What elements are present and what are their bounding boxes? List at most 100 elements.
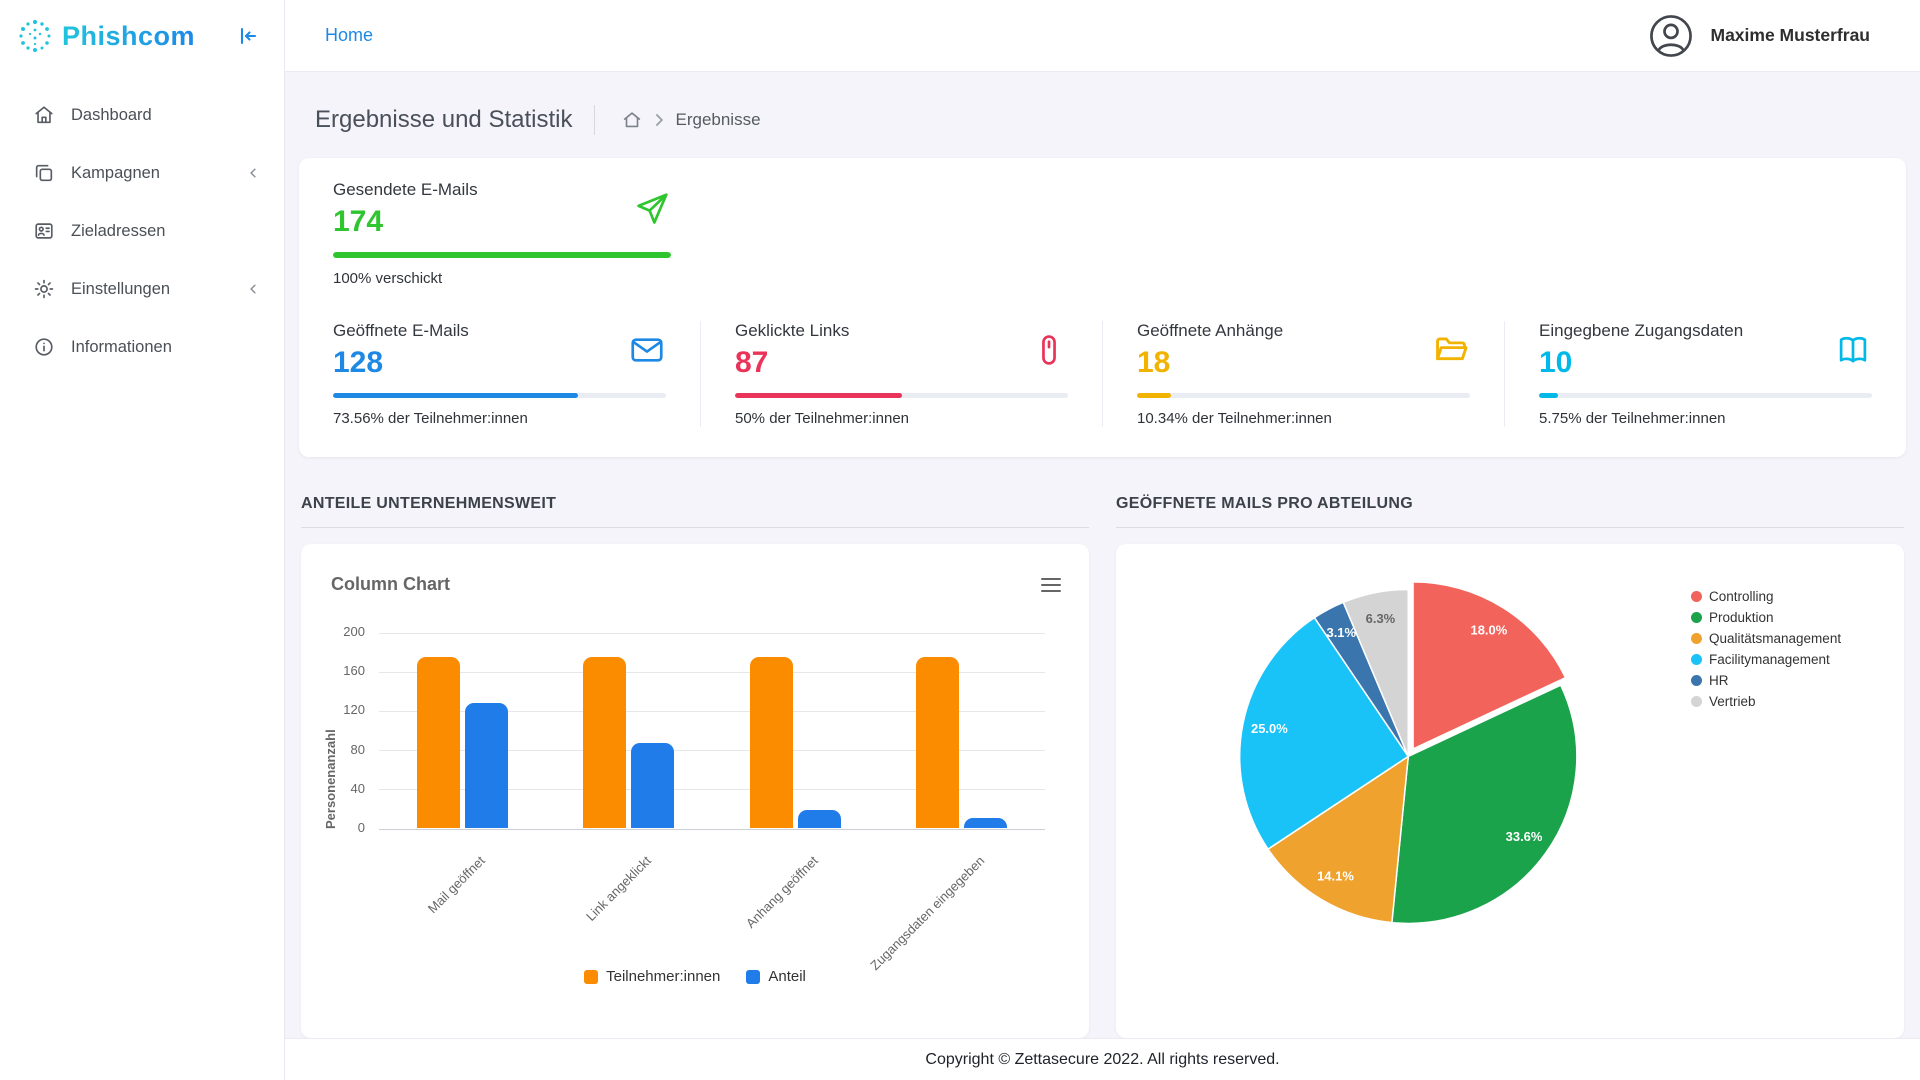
gridline xyxy=(379,750,1045,752)
addresses-icon xyxy=(35,223,53,239)
y-tick-label: 0 xyxy=(357,820,365,835)
progress-fill xyxy=(1137,393,1172,398)
pie-slice[interactable] xyxy=(1391,684,1578,925)
paper-plane-icon xyxy=(637,193,668,224)
campaigns-icon xyxy=(35,164,53,182)
stat-caption: 5.75% der Teilnehmer:innen xyxy=(1539,410,1726,427)
pie-legend-item[interactable]: Vertrieb xyxy=(1691,691,1841,712)
page-title: Ergebnisse und Statistik xyxy=(315,106,573,133)
progress-track xyxy=(1137,393,1470,398)
legend-dot xyxy=(1691,591,1702,602)
progress-track xyxy=(1539,393,1872,398)
progress-track xyxy=(333,252,671,258)
legend-dot xyxy=(1691,633,1702,644)
y-tick-label: 120 xyxy=(343,702,365,718)
breadcrumb: Ergebnisse xyxy=(675,110,761,129)
pie-slice[interactable] xyxy=(1342,588,1410,758)
sidebar: Phishcom Dashboard Kampagnen xyxy=(0,0,285,1080)
stat-clicked-links: Geklickte Links 87 50% der Teilnehmer:in… xyxy=(700,321,1102,427)
stat-label: Geklickte Links xyxy=(735,321,850,340)
pie-chart-card: 18.0% 33.6% 14.1% 25.0% 3.1% 6.3% Controlling… xyxy=(1116,544,1904,1038)
user-menu[interactable]: Maxime Musterfrau xyxy=(1648,13,1870,59)
stat-label: Gesendete E-Mails xyxy=(333,180,478,199)
pie-slice[interactable] xyxy=(1267,755,1410,924)
legend-label: Facilitymanagement xyxy=(1709,652,1830,667)
sidebar-item-label: Informationen xyxy=(71,337,172,356)
dashboard-icon xyxy=(35,106,53,124)
stat-caption: 10.34% der Teilnehmer:innen xyxy=(1137,410,1332,427)
gear-icon xyxy=(34,279,54,299)
sidebar-item-label: Einstellungen xyxy=(71,279,171,298)
progress-fill xyxy=(333,252,671,258)
pie-value-label: 18.0% xyxy=(1471,622,1508,637)
pie-legend-item[interactable]: Controlling xyxy=(1691,586,1841,607)
collapse-left-icon xyxy=(240,27,257,45)
chart-menu-button[interactable] xyxy=(1041,574,1061,596)
stat-label: Geöffnete Anhänge xyxy=(1137,321,1284,340)
progress-track xyxy=(735,393,1068,398)
chevron-left-icon xyxy=(244,280,262,298)
pie-value-label: 6.3% xyxy=(1366,611,1396,626)
sidebar-item-kampagnen[interactable]: Kampagnen xyxy=(0,144,284,202)
pie-legend-item[interactable]: Produktion xyxy=(1691,607,1841,628)
bar xyxy=(464,702,508,828)
legend-swatch xyxy=(584,969,599,984)
sidebar-collapse-button[interactable] xyxy=(232,20,264,52)
sidebar-item-zieladressen[interactable]: Zieladressen xyxy=(0,202,284,260)
stat-caption: 73.56% der Teilnehmer:innen xyxy=(333,410,528,427)
divider xyxy=(1116,527,1904,528)
open-book-icon xyxy=(1839,336,1867,363)
y-tick-label: 200 xyxy=(343,624,365,639)
stat-label: Geöffnete E-Mails xyxy=(333,321,469,340)
envelope-icon xyxy=(631,338,663,362)
x-axis-label: Zugangsdaten eingegeben xyxy=(867,853,988,973)
main-area: Home Maxime Musterfrau Ergebnisse und St… xyxy=(285,0,1920,1080)
legend-label: Controlling xyxy=(1709,589,1774,604)
bar xyxy=(583,657,627,828)
pie-legend: Controlling Produktion Qualitätsmanagement… xyxy=(1691,586,1841,712)
sidebar-item-label: Zieladressen xyxy=(71,221,166,240)
legend-dot xyxy=(1691,654,1702,665)
stat-value: 87 xyxy=(735,346,769,379)
logo-row: Phishcom xyxy=(0,0,284,72)
column-chart-section: ANTEILE UNTERNEHMENSWEIT Column Chart Pe… xyxy=(301,495,1089,1038)
stat-opened-attachments: Geöffnete Anhänge 18 10.34% der Teilnehm… xyxy=(1102,321,1504,427)
pie-slice[interactable] xyxy=(1412,581,1567,750)
bar xyxy=(797,810,841,828)
stat-value: 10 xyxy=(1539,346,1573,379)
pie-legend-item[interactable]: Facilitymanagement xyxy=(1691,649,1841,670)
bar xyxy=(964,818,1008,828)
chart-title: Column Chart xyxy=(331,574,450,594)
section-title-left: ANTEILE UNTERNEHMENSWEIT xyxy=(301,495,557,512)
sidebar-item-label: Kampagnen xyxy=(71,163,160,182)
pie-chart: 18.0% 33.6% 14.1% 25.0% 3.1% 6.3% xyxy=(1238,581,1578,925)
sidebar-item-dashboard[interactable]: Dashboard xyxy=(0,86,284,144)
legend-label: Vertrieb xyxy=(1709,694,1756,709)
topbar: Home Maxime Musterfrau xyxy=(285,0,1920,72)
progress-fill xyxy=(735,393,902,398)
chevron-left-icon xyxy=(244,164,262,182)
pie-value-label: 33.6% xyxy=(1506,829,1543,844)
legend-item[interactable]: Teilnehmer:innen xyxy=(584,968,720,985)
pie-legend-item[interactable]: HR xyxy=(1691,670,1841,691)
stat-sent: Gesendete E-Mails 174 100% verschickt xyxy=(333,180,671,287)
stat-caption: 100% verschickt xyxy=(333,270,443,287)
stats-card: Gesendete E-Mails 174 100% verschickt xyxy=(299,158,1906,457)
sidebar-item-informationen[interactable]: Informationen xyxy=(0,318,284,376)
pie-slice[interactable] xyxy=(1238,616,1410,850)
legend-label: Produktion xyxy=(1709,610,1774,625)
x-axis-label: Anhang geöffnet xyxy=(742,853,821,931)
legend-item[interactable]: Anteil xyxy=(746,968,806,985)
legend-label: Anteil xyxy=(768,968,806,985)
stat-value: 18 xyxy=(1137,346,1171,379)
stat-value: 128 xyxy=(333,346,384,379)
brand-logo[interactable]: Phishcom xyxy=(14,15,195,57)
page-content: Ergebnisse und Statistik Ergebnisse Gese… xyxy=(285,72,1920,1038)
pie-legend-item[interactable]: Qualitätsmanagement xyxy=(1691,628,1841,649)
sidebar-item-einstellungen[interactable]: Einstellungen xyxy=(0,260,284,318)
bar xyxy=(749,657,793,828)
bar xyxy=(416,657,460,828)
home-link[interactable]: Home xyxy=(325,25,374,45)
home-breadcrumb-icon[interactable] xyxy=(621,109,643,131)
gridline xyxy=(379,789,1045,791)
